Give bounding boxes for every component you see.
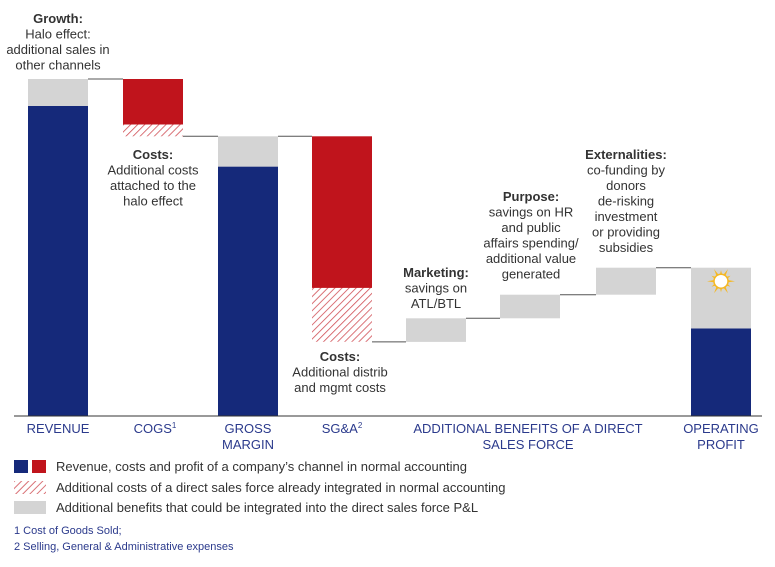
sun-icon <box>707 269 735 294</box>
connectors-layer <box>88 78 691 343</box>
category-label-2: GROSS MARGIN <box>222 421 274 452</box>
footnotes: 1 Cost of Goods Sold; 2 Selling, General … <box>14 525 234 553</box>
legend-entry-integrated: Additional costs of a direct sales force… <box>14 480 505 495</box>
annotation-growth: Growth: Halo effect: additional sales in ot… <box>6 11 109 73</box>
legend-entry-normal: Revenue, costs and profit of a company’s… <box>14 459 467 474</box>
bar-segment-integrated-3 <box>123 124 183 137</box>
legend: Revenue, costs and profit of a company’s… <box>14 459 505 515</box>
legend-label: Revenue, costs and profit of a company’s… <box>56 459 467 474</box>
annotations-layer: Growth: Halo effect: additional sales in ot… <box>6 11 667 395</box>
annotation-externalities: Externalities: co-funding by donors de-risk… <box>585 147 667 255</box>
footnote-2: 2 Selling, General & Administrative expe… <box>14 541 234 553</box>
category-label-3: SG&A2 <box>322 421 363 436</box>
footnote-1: 1 Cost of Goods Sold; <box>14 525 122 537</box>
legend-swatch-gray <box>14 501 46 514</box>
legend-swatch-red <box>32 460 46 473</box>
legend-label: Additional costs of a direct sales force… <box>56 480 505 495</box>
legend-entry-additional: Additional benefits that could be integr… <box>14 500 478 515</box>
category-label-5: OPERATING PROFIT <box>683 421 759 452</box>
bar-segment-additional-1 <box>28 79 88 106</box>
bar-segment-normal-4 <box>218 166 278 416</box>
bar-segment-normal-6 <box>312 136 372 288</box>
legend-label: Additional benefits that could be integr… <box>56 500 478 515</box>
annotation-costs-cogs: Costs: Additional costs attached to the hal… <box>107 147 199 209</box>
bar-segment-additional-8 <box>406 318 466 342</box>
category-label-1: COGS1 <box>134 421 177 436</box>
bar-segment-additional-9 <box>500 294 560 319</box>
bar-segment-normal-11 <box>691 328 751 416</box>
icon-layer <box>707 269 735 294</box>
annotation-purpose: Purpose: savings on HR and public affairs s… <box>483 189 579 282</box>
annotation-marketing: Marketing: savings on ATL/BTL <box>403 265 469 311</box>
legend-swatch-navy <box>14 460 28 473</box>
bars-layer <box>28 79 751 416</box>
category-labels: REVENUE COGS1 GROSS MARGIN SG&A2 ADDITIONAL B… <box>27 421 759 452</box>
bar-segment-integrated-7 <box>312 287 372 342</box>
legend-swatch-hatched <box>14 481 46 494</box>
bar-segment-additional-5 <box>218 136 278 167</box>
bar-segment-normal-2 <box>123 79 183 125</box>
category-label-4: ADDITIONAL BENEFITS OF A DIRECT SALES FOR… <box>413 421 642 452</box>
bar-segment-normal-0 <box>28 106 88 416</box>
annotation-costs-sga: Costs: Additional distrib and mgmt costs <box>292 349 387 395</box>
bar-segment-additional-10 <box>596 267 656 295</box>
category-label-0: REVENUE <box>27 421 90 436</box>
